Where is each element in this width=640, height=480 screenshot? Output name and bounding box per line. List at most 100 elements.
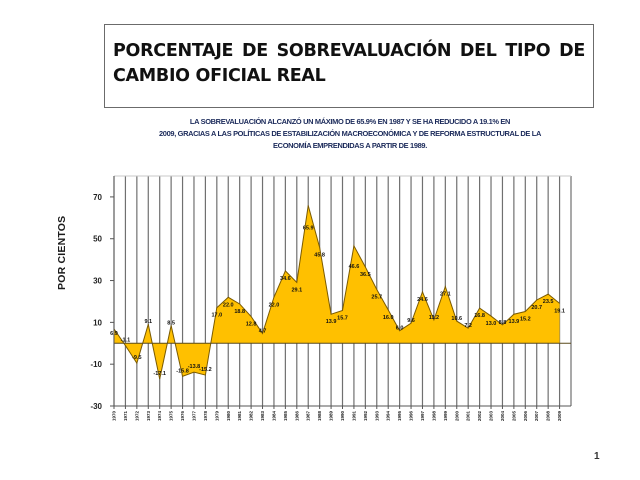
x-tick-label: 1971 xyxy=(123,411,128,422)
title-box: PORCENTAJE DE SOBREVALUACIÓN DEL TIPO DE… xyxy=(104,24,594,108)
data-label: 12.8 xyxy=(246,322,257,328)
x-tick-label: 2003 xyxy=(489,411,494,422)
data-label: -1.1 xyxy=(121,338,130,344)
x-tick-label: 1976 xyxy=(180,411,185,422)
data-label: 11.2 xyxy=(429,315,439,321)
x-tick-label: 2004 xyxy=(500,411,505,422)
data-label: -15.2 xyxy=(199,367,212,373)
page-number: 1 xyxy=(594,451,600,462)
subtitle-line: 2009, GRACIAS A LAS POLÍTICAS DE ESTABIL… xyxy=(159,129,541,138)
data-label: 18.8 xyxy=(234,309,245,315)
x-tick-label: 2001 xyxy=(466,411,471,422)
x-tick-label: 1972 xyxy=(134,411,139,422)
data-label: 16.8 xyxy=(474,313,485,319)
x-tick-label: 1993 xyxy=(374,411,379,422)
data-label: 29.1 xyxy=(291,287,302,293)
data-label: 15.7 xyxy=(337,315,348,321)
area-fill xyxy=(114,205,560,380)
data-label: 8.8 xyxy=(499,320,507,326)
x-tick-label: 1995 xyxy=(397,411,402,422)
data-label: 19.1 xyxy=(554,308,565,314)
x-axis-tick-labels: 1970 1971 1972 1973 1974 1975 1976 1977 1978 1979… xyxy=(112,411,563,422)
y-tick-label: 30 xyxy=(93,277,102,286)
x-tick-label: 1987 xyxy=(306,411,311,422)
y-tick-label: 10 xyxy=(93,318,102,327)
data-label: 17.0 xyxy=(211,313,222,319)
x-tick-label: 1974 xyxy=(157,411,162,422)
x-tick-label: 1983 xyxy=(260,411,265,422)
x-tick-label: 1992 xyxy=(363,411,368,422)
x-tick-label: 1999 xyxy=(443,411,448,422)
x-tick-label: 2009 xyxy=(557,411,562,422)
data-label: 22.0 xyxy=(223,302,234,308)
x-tick-label: 1977 xyxy=(191,411,196,422)
subtitle-line: ECONOMÍA EMPRENDIDAS A PARTIR DE 1989. xyxy=(273,141,427,150)
data-label: 24.6 xyxy=(417,297,428,303)
data-label: -13.8 xyxy=(188,364,201,370)
data-label: 6.9 xyxy=(110,331,118,337)
x-tick-label: 1975 xyxy=(169,411,174,422)
x-tick-label: 1997 xyxy=(420,411,425,422)
data-label: 46.6 xyxy=(349,264,360,270)
data-label: 9.1 xyxy=(144,319,152,325)
area-series xyxy=(113,205,560,380)
x-tick-label: 1982 xyxy=(249,411,254,422)
y-tick-label: 50 xyxy=(93,235,102,244)
data-labels: 6.9-1.1 -9.5 9.1 -17.1 8.5 -15.8-13.8-15.2 17.… xyxy=(110,225,565,377)
slide-subtitle: LA SOBREVALUACIÓN ALCANZÓ UN MÁXIMO DE 6… xyxy=(105,116,595,152)
data-label: 9.6 xyxy=(407,318,415,324)
gridlines xyxy=(113,175,572,406)
x-tick-label: 1981 xyxy=(237,411,242,422)
data-label: 22.0 xyxy=(269,302,280,308)
data-label: 15.2 xyxy=(520,316,531,322)
y-tick-label: 70 xyxy=(93,193,102,202)
x-tick-label: 1996 xyxy=(409,411,414,422)
data-label: 16.0 xyxy=(383,315,394,321)
data-label: 27.1 xyxy=(440,292,451,298)
y-tick-label: -10 xyxy=(90,360,102,369)
x-tick-label: 1970 xyxy=(112,411,117,422)
x-tick-label: 1991 xyxy=(351,411,356,422)
x-tick-label: 2000 xyxy=(454,411,459,422)
data-label: 36.5 xyxy=(360,272,371,278)
axes xyxy=(110,176,571,409)
slide-title: PORCENTAJE DE SOBREVALUACIÓN DEL TIPO DE… xyxy=(113,41,585,86)
x-tick-label: 1986 xyxy=(294,411,299,422)
data-label: 23.5 xyxy=(543,299,554,305)
data-label: 25.7 xyxy=(371,295,382,301)
subtitle-line: LA SOBREVALUACIÓN ALCANZÓ UN MÁXIMO DE 6… xyxy=(189,117,511,126)
x-tick-label: 1990 xyxy=(340,411,345,422)
data-label: 10.6 xyxy=(451,316,462,322)
data-label: 4.7 xyxy=(259,328,267,334)
data-label: 8.5 xyxy=(167,321,175,327)
x-tick-label: 1998 xyxy=(431,411,436,422)
data-label: 13.9 xyxy=(326,319,337,325)
data-label: 45.8 xyxy=(314,253,325,259)
data-label: 13.0 xyxy=(486,321,497,327)
x-tick-label: 2007 xyxy=(534,411,539,422)
x-tick-label: 1984 xyxy=(271,411,276,422)
x-tick-label: 1979 xyxy=(214,411,219,422)
x-tick-label: 2008 xyxy=(546,411,551,422)
data-label: -17.1 xyxy=(153,371,166,377)
y-tick-label: -30 xyxy=(90,402,102,411)
x-tick-label: 1989 xyxy=(329,411,334,422)
data-label: -15.8 xyxy=(176,368,189,374)
x-tick-label: 2002 xyxy=(477,411,482,422)
x-tick-label: 1973 xyxy=(146,411,151,422)
x-tick-label: 2005 xyxy=(511,411,516,422)
x-tick-label: 1988 xyxy=(317,411,322,422)
y-axis-tick-labels: 70 50 30 10 -10 -30 xyxy=(90,193,102,411)
x-tick-label: 1985 xyxy=(283,411,288,422)
data-label: 7.2 xyxy=(464,323,472,329)
x-tick-label: 2006 xyxy=(523,411,528,422)
x-tick-label: 1994 xyxy=(386,411,391,422)
data-label: -9.5 xyxy=(132,355,141,361)
data-label: 65.9 xyxy=(303,225,314,231)
x-tick-label: 1980 xyxy=(226,411,231,422)
area-outline xyxy=(113,205,560,380)
data-label: 34.6 xyxy=(280,276,291,282)
y-axis-title: POR CIENTOS xyxy=(56,215,68,290)
x-tick-label: 1978 xyxy=(203,411,208,422)
